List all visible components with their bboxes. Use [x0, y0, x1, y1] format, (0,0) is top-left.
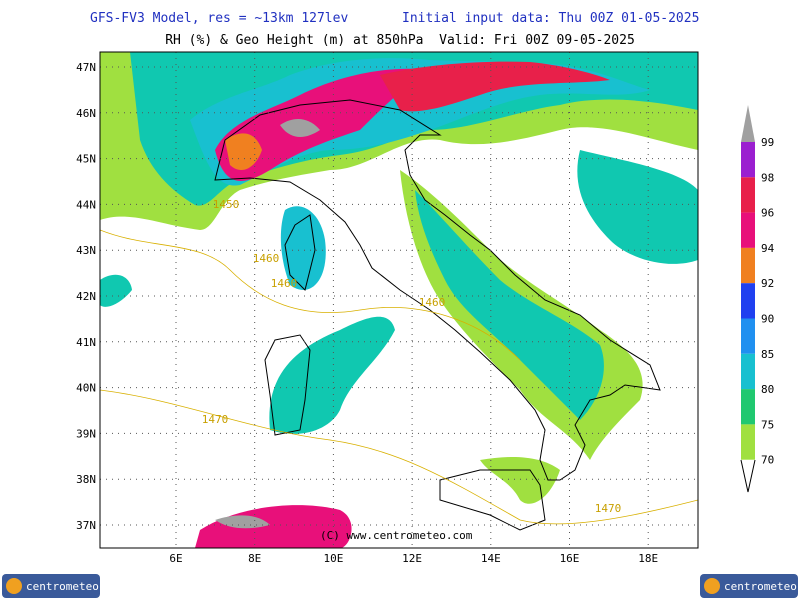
lon-label: 18E — [638, 552, 658, 565]
lat-label: 45N — [76, 153, 96, 166]
lat-label: 44N — [76, 198, 96, 211]
coastline — [439, 469, 546, 531]
colorbar-label: 90 — [761, 313, 774, 326]
subtitle: RH (%) & Geo Height (m) at 850hPa Valid:… — [165, 33, 635, 48]
colorbar: 99 98 96 94 92 90 85 80 75 70 — [740, 105, 775, 493]
contour-label: 1460 — [253, 252, 280, 265]
colorbar-label: 99 — [761, 136, 774, 149]
rh-area — [380, 61, 610, 112]
rh-area — [577, 150, 698, 264]
coastline — [264, 334, 311, 436]
init-text: Initial input data: Thu 00Z 01-05-2025 — [402, 11, 699, 26]
logo-text: centrometeo — [26, 580, 99, 593]
lat-label: 43N — [76, 244, 96, 257]
colorbar-segment — [741, 424, 755, 460]
colorbar-segment — [741, 389, 755, 425]
colorbar-label: 85 — [761, 348, 774, 361]
colorbar-label: 75 — [761, 418, 774, 431]
colorbar-label: 92 — [761, 277, 774, 290]
lat-label: 40N — [76, 382, 96, 395]
rh-area — [280, 206, 326, 290]
contour-label: 1470 — [202, 413, 229, 426]
colorbar-tail — [740, 459, 756, 493]
logo: centrometeo — [2, 574, 100, 598]
colorbar-segment — [741, 247, 755, 284]
logo: centrometeo — [700, 574, 798, 598]
colorbar-segment — [741, 177, 755, 213]
contour-label: 1460 — [419, 296, 446, 309]
logo-text: centrometeo — [724, 580, 797, 593]
map-area: 47N 46N 45N 44N 43N 42N 41N 40N 39N 38N 37N 6E 8E 10E… — [76, 51, 699, 565]
lat-label: 47N — [76, 61, 96, 74]
colorbar-label: 70 — [761, 454, 774, 467]
colorbar-label: 98 — [761, 171, 774, 184]
contour-label: 1470 — [595, 502, 622, 515]
lat-label: 41N — [76, 336, 96, 349]
rh-area — [190, 58, 650, 186]
height-contour — [100, 229, 698, 525]
colorbar-label: 94 — [761, 242, 775, 255]
colorbar-segment — [741, 283, 755, 319]
colorbar-label: 96 — [761, 207, 774, 220]
colorbar-label: 80 — [761, 383, 774, 396]
lon-label: 6E — [169, 552, 182, 565]
lon-label: 8E — [248, 552, 261, 565]
rh-area — [269, 316, 395, 434]
rh-area — [215, 68, 430, 182]
lat-label: 37N — [76, 519, 96, 532]
lon-label: 10E — [323, 552, 343, 565]
rh-area — [280, 118, 320, 137]
lat-label: 46N — [76, 107, 96, 120]
rh-area — [100, 274, 132, 307]
copyright: (C) www.centrometeo.com — [320, 529, 473, 542]
contour-label: 1460 — [271, 277, 298, 290]
colorbar-segment — [741, 142, 755, 178]
rh-area — [415, 190, 604, 420]
rh-area — [225, 133, 262, 170]
colorbar-segment — [741, 353, 755, 390]
map-frame — [99, 51, 699, 549]
model-text: GFS-FV3 Model, res = ~13km 127lev — [90, 11, 348, 26]
lon-label: 12E — [402, 552, 422, 565]
colorbar-cap — [741, 105, 755, 142]
contour-label: 1450 — [213, 198, 240, 211]
lon-label: 14E — [481, 552, 501, 565]
lat-label: 38N — [76, 473, 96, 486]
colorbar-segment — [741, 212, 755, 248]
coastline — [284, 214, 316, 291]
colorbar-segment — [741, 318, 755, 354]
coastline — [214, 99, 661, 481]
lat-label: 39N — [76, 427, 96, 440]
lon-label: 16E — [560, 552, 580, 565]
lat-label: 42N — [76, 290, 96, 303]
rh-area — [480, 457, 560, 504]
